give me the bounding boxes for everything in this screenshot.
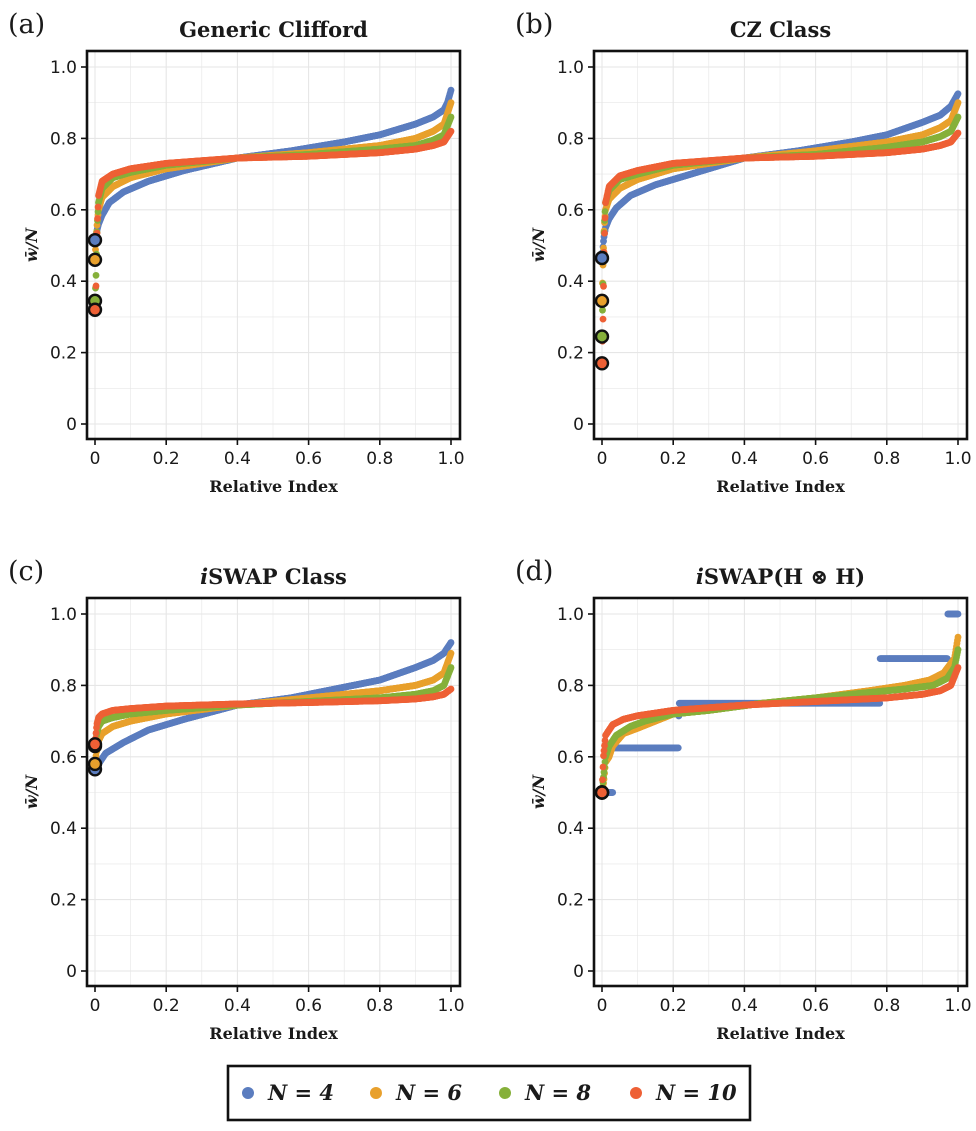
y-tick-label: 0.6 <box>50 201 77 221</box>
x-tick-label: 0.6 <box>295 449 322 469</box>
y-tick-label: 0.4 <box>50 272 77 292</box>
point <box>955 90 962 97</box>
x-tick-label: 0.4 <box>224 449 251 469</box>
point <box>94 215 101 222</box>
x-tick-label: 0 <box>90 449 101 469</box>
x-axis-label: Relative Index <box>209 477 338 496</box>
point <box>448 87 455 94</box>
y-tick-label: 0 <box>66 415 77 435</box>
point <box>448 128 455 135</box>
highlight-point <box>89 234 101 246</box>
point <box>448 99 455 106</box>
grid <box>87 51 460 439</box>
point <box>602 208 609 215</box>
point <box>955 114 962 121</box>
x-tick-label: 0.2 <box>153 449 180 469</box>
grid <box>594 51 967 439</box>
y-axis-label: w̄/N <box>22 227 41 263</box>
x-tick-label: 1.0 <box>437 449 464 469</box>
highlight-point <box>89 304 101 316</box>
y-tick-label: 1.0 <box>50 58 77 78</box>
panel-a: 0 0.2 0.4 0.6 0.8 1.0 0 0.2 0.4 0.6 0.8 1.0 Relative… <box>8 9 465 496</box>
panel-title: Generic Clifford <box>179 17 368 42</box>
plot-frame <box>87 51 460 439</box>
x-tick-label: 0.8 <box>366 449 393 469</box>
panel-letter: (a) <box>8 9 45 40</box>
y-tick-label: 0.8 <box>50 129 77 149</box>
point <box>448 114 455 121</box>
highlight-point <box>89 254 101 266</box>
point <box>95 204 102 211</box>
point <box>93 272 100 279</box>
point <box>955 99 962 106</box>
y-tick-label: 0.2 <box>50 344 77 364</box>
point <box>93 283 100 290</box>
